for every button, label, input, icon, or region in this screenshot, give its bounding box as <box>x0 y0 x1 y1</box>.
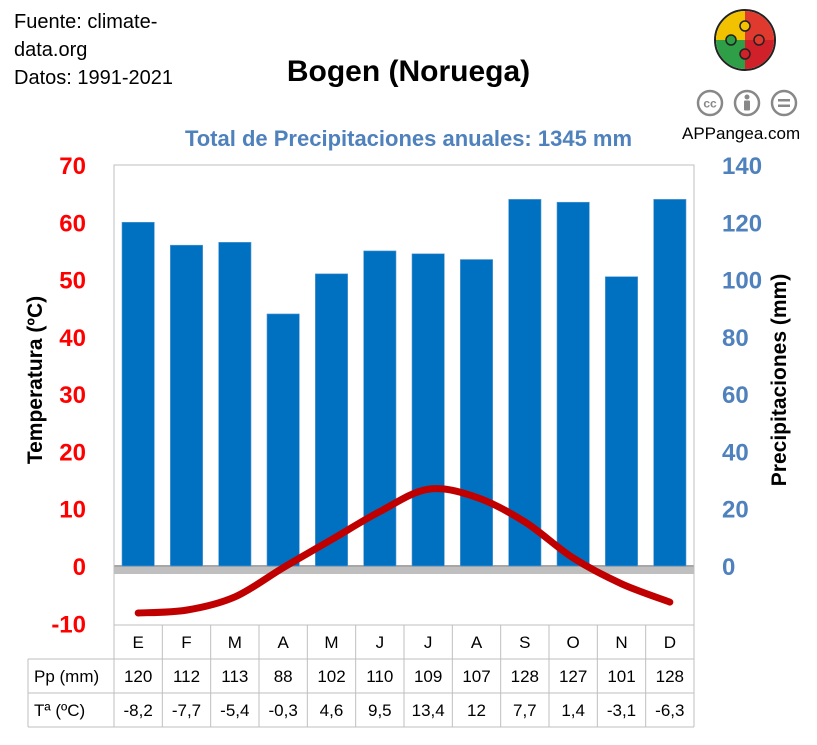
precip-bar <box>460 259 493 567</box>
right-axis-tick-label: 20 <box>722 497 749 524</box>
precip-data-label: 112 <box>173 667 200 686</box>
category-tick-label: N <box>615 633 627 652</box>
temp-data-label: -8,2 <box>124 701 153 720</box>
svg-text:cc: cc <box>703 97 717 111</box>
precip-data-label: 128 <box>656 667 684 686</box>
left-axis-tick-label: 50 <box>59 268 86 295</box>
left-axis-tick-label: -10 <box>51 611 86 638</box>
puzzle-logo-icon <box>714 9 776 71</box>
precip-data-label: 109 <box>414 667 442 686</box>
left-axis-tick-label: 0 <box>73 554 86 581</box>
brand-url: APPangea.com <box>682 124 801 143</box>
precip-data-label: 128 <box>511 667 539 686</box>
left-axis-title: Temperatura (ºC) <box>24 296 47 464</box>
precip-data-label: 88 <box>274 667 293 686</box>
left-axis-tick-label: 70 <box>59 153 86 180</box>
category-tick-label: O <box>567 633 580 652</box>
category-tick-label: F <box>181 633 191 652</box>
left-axis-tick-label: 60 <box>59 210 86 237</box>
precip-data-label: 101 <box>607 667 635 686</box>
temp-data-label: -7,7 <box>172 701 201 720</box>
category-tick-label: D <box>664 633 676 652</box>
precip-bar <box>121 221 155 567</box>
precip-data-label: 110 <box>366 667 393 686</box>
left-axis-tick-label: 10 <box>59 497 86 524</box>
category-tick-label: A <box>471 633 483 652</box>
temp-data-label: -3,1 <box>607 701 636 720</box>
temp-data-label: 13,4 <box>412 701 445 720</box>
left-axis-tick-label: 30 <box>59 382 86 409</box>
table-row-label-temp: Tª (ºC) <box>34 701 85 720</box>
source-note: Fuente: climate- data.org Datos: 1991-20… <box>14 8 173 92</box>
category-tick-label: M <box>228 633 242 652</box>
source-line-2: data.org <box>14 39 88 61</box>
license-icons: cc <box>696 89 798 117</box>
category-tick-label: A <box>277 633 289 652</box>
right-axis-tick-label: 60 <box>722 382 749 409</box>
temp-data-label: 12 <box>467 701 486 720</box>
right-axis-tick-label: 40 <box>722 439 749 466</box>
left-axis-tick-label: 20 <box>59 439 86 466</box>
temp-data-label: -6,3 <box>655 701 684 720</box>
precip-bar <box>218 242 252 567</box>
baseline-shadow <box>114 565 694 574</box>
precip-data-label: 107 <box>462 667 490 686</box>
category-tick-label: M <box>324 633 338 652</box>
category-tick-label: J <box>376 633 385 652</box>
right-axis-tick-label: 140 <box>722 153 762 180</box>
data-period: Datos: 1991-2021 <box>14 67 174 89</box>
table-row-label-precip: Pp (mm) <box>34 667 99 686</box>
temp-data-label: 9,5 <box>368 701 392 720</box>
category-tick-label: S <box>519 633 530 652</box>
temp-data-label: 1,4 <box>561 701 585 720</box>
precip-bar <box>266 313 300 567</box>
precip-data-label: 120 <box>124 667 152 686</box>
no-derivatives-icon <box>770 89 798 117</box>
right-axis-tick-label: 120 <box>722 210 762 237</box>
temperature-line <box>134 485 674 617</box>
precip-bar <box>170 244 203 567</box>
right-axis-tick-label: 0 <box>722 554 735 581</box>
temp-data-label: 4,6 <box>320 701 344 720</box>
precip-bar <box>315 273 348 567</box>
chart-subtitle: Total de Precipitaciones anuales: 1345 m… <box>184 126 633 151</box>
precip-bar <box>411 253 445 567</box>
precip-data-label: 113 <box>221 667 248 686</box>
precip-data-label: 127 <box>559 667 587 686</box>
category-tick-label: E <box>132 633 143 652</box>
precip-bar <box>605 276 638 567</box>
precip-bar <box>508 199 542 567</box>
right-axis-title: Precipitaciones (mm) <box>768 274 791 486</box>
attribution-icon <box>733 89 761 117</box>
left-axis-tick-label: 40 <box>59 325 86 352</box>
right-axis-tick-label: 80 <box>722 325 749 352</box>
temp-data-label: -0,3 <box>269 701 298 720</box>
source-line-1: Fuente: climate- <box>14 11 158 33</box>
page-title: Bogen (Noruega) <box>286 55 531 88</box>
category-tick-label: J <box>424 633 433 652</box>
right-axis-tick-label: 100 <box>722 268 762 295</box>
cc-icon: cc <box>696 89 724 117</box>
precip-data-label: 102 <box>317 667 345 686</box>
precip-bar <box>556 201 590 567</box>
precip-bar <box>653 199 687 567</box>
temp-data-label: 7,7 <box>513 701 537 720</box>
temp-data-label: -5,4 <box>220 701 249 720</box>
